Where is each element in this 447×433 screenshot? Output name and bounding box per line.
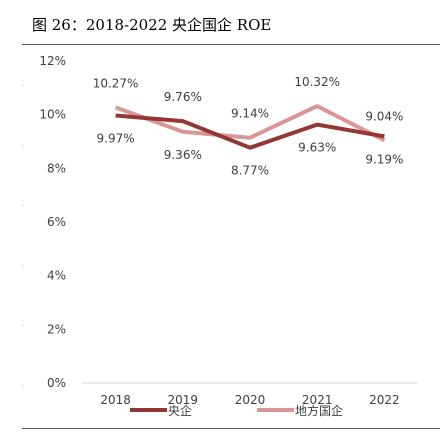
data-label: 8.77%: [231, 164, 269, 178]
figure-title: 图 26：2018-2022 央企国企 ROE: [32, 16, 272, 34]
left-guide-dot: [22, 205, 23, 206]
y-tick-label: 4%: [47, 269, 66, 283]
data-label: 10.27%: [93, 76, 139, 90]
data-label: 9.19%: [365, 152, 403, 166]
data-label: 9.04%: [365, 109, 403, 123]
y-tick-label: 12%: [39, 54, 66, 68]
y-tick-label: 0%: [47, 376, 66, 390]
y-tick-label: 2%: [47, 322, 66, 336]
legend-label: 地方国企: [295, 403, 343, 418]
data-label: 9.97%: [97, 131, 135, 145]
data-labels: 9.97% 9.76% 8.77% 9.63% 9.19% 10.27% 9.36% 9.14…: [93, 75, 404, 178]
x-tick-label: 2019: [168, 393, 199, 407]
series-lines: [114, 104, 386, 150]
y-tick-label: 6%: [47, 215, 66, 229]
x-tick-label: 2022: [369, 393, 400, 407]
legend-label: 央企: [168, 403, 192, 418]
data-label: 9.63%: [298, 141, 336, 155]
x-tick-label: 2021: [302, 393, 333, 407]
y-axis: 0% 2% 4% 6% 8% 10% 12%: [39, 54, 66, 390]
data-label: 9.36%: [164, 148, 202, 162]
left-guide-dot: [22, 145, 23, 146]
left-guide-dot: [22, 325, 23, 326]
left-guide-dot: [22, 265, 23, 266]
left-guide-dot: [22, 85, 23, 86]
top-rule: [22, 44, 440, 45]
bottom-rule: [22, 428, 440, 429]
data-label: 10.32%: [294, 75, 340, 89]
y-tick-label: 8%: [47, 161, 66, 175]
series-line: [114, 104, 386, 143]
x-tick-label: 2018: [100, 393, 131, 407]
legend: 央企 地方国企: [130, 403, 343, 418]
left-guide-dot: [22, 385, 23, 386]
series-line: [115, 113, 385, 150]
x-axis: 2018 2019 2020 2021 2022: [100, 393, 399, 407]
data-label: 9.76%: [164, 90, 202, 104]
data-label: 9.14%: [231, 107, 269, 121]
x-tick-label: 2020: [235, 393, 266, 407]
y-tick-label: 10%: [39, 108, 66, 122]
